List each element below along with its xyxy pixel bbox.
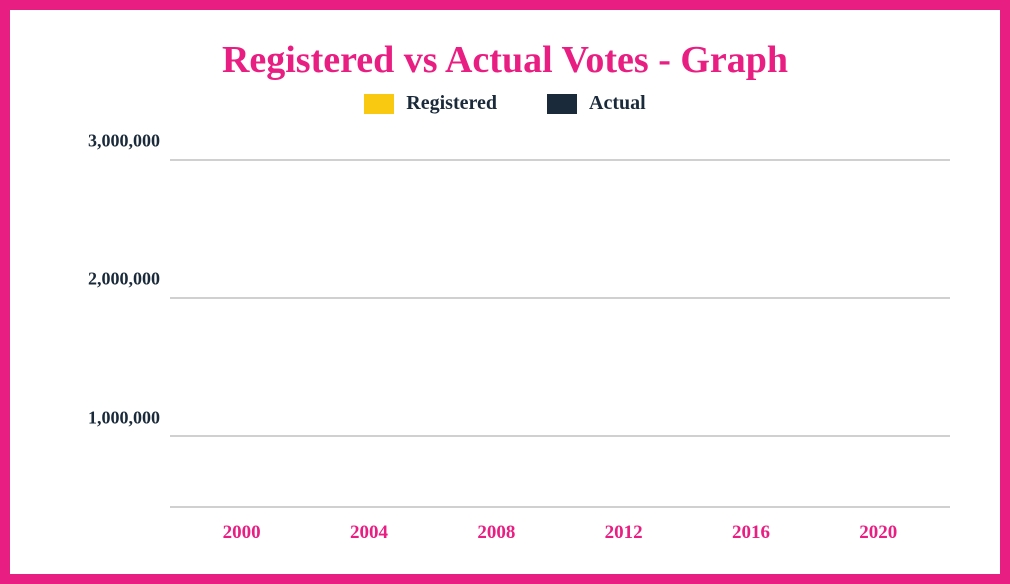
y-tick-label: 1,000,000 [88,407,160,428]
bars-container [170,127,950,506]
x-tick-label: 2020 [827,522,929,544]
x-tick-label: 2008 [445,522,547,544]
chart-title: Registered vs Actual Votes - Graph [60,38,950,82]
plot-area [170,127,950,508]
x-tick-label: 2016 [700,522,802,544]
gridline [170,159,950,161]
legend-swatch-registered [364,94,394,114]
y-axis: 1,000,000 2,000,000 3,000,000 [70,127,170,508]
y-tick-label: 3,000,000 [88,130,160,151]
y-tick-label: 2,000,000 [88,269,160,290]
legend-item-actual: Actual [547,92,646,115]
gridline [170,297,950,299]
legend: Registered Actual [60,92,950,115]
chart-body: 1,000,000 2,000,000 3,000,000 [70,127,950,508]
gridline [170,435,950,437]
x-tick-label: 2012 [573,522,675,544]
x-axis: 2000 2004 2008 2012 2016 2020 [170,508,950,544]
chart-frame: Registered vs Actual Votes - Graph Regis… [0,0,1010,584]
x-tick-label: 2000 [191,522,293,544]
legend-label-actual: Actual [589,92,646,115]
legend-swatch-actual [547,94,577,114]
legend-label-registered: Registered [406,92,497,115]
legend-item-registered: Registered [364,92,497,115]
x-tick-label: 2004 [318,522,420,544]
